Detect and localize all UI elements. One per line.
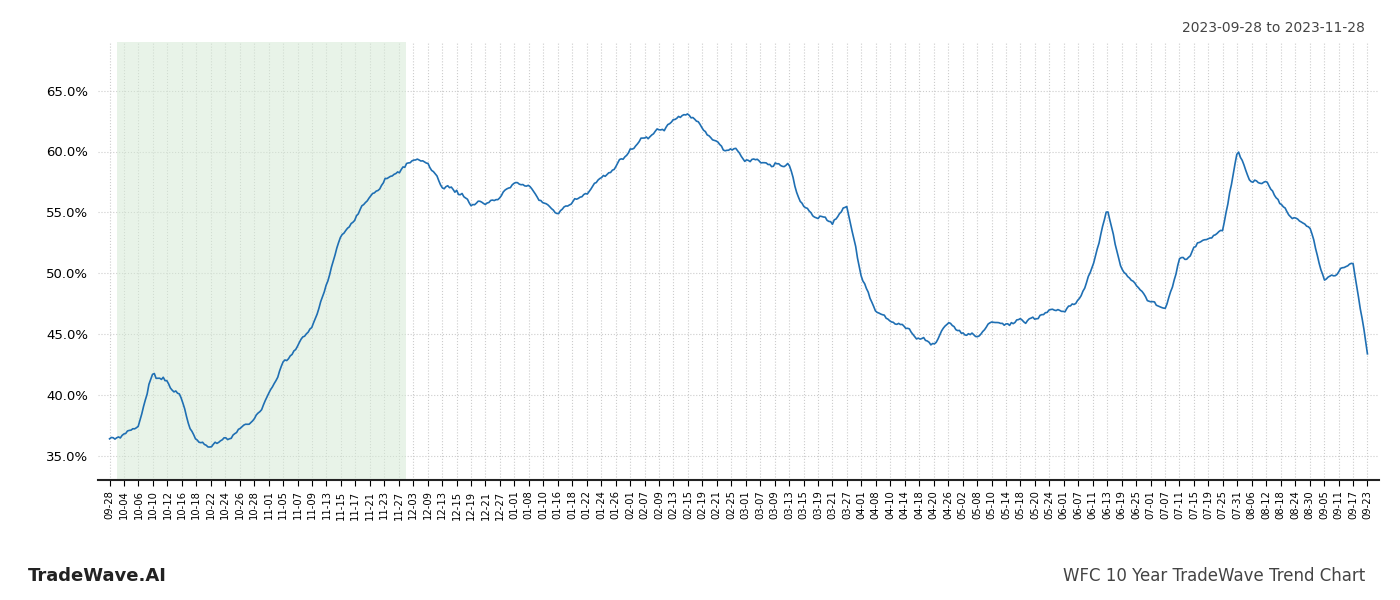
Text: TradeWave.AI: TradeWave.AI [28,567,167,585]
Text: WFC 10 Year TradeWave Trend Chart: WFC 10 Year TradeWave Trend Chart [1063,567,1365,585]
Text: 2023-09-28 to 2023-11-28: 2023-09-28 to 2023-11-28 [1182,21,1365,35]
Bar [116,42,406,480]
